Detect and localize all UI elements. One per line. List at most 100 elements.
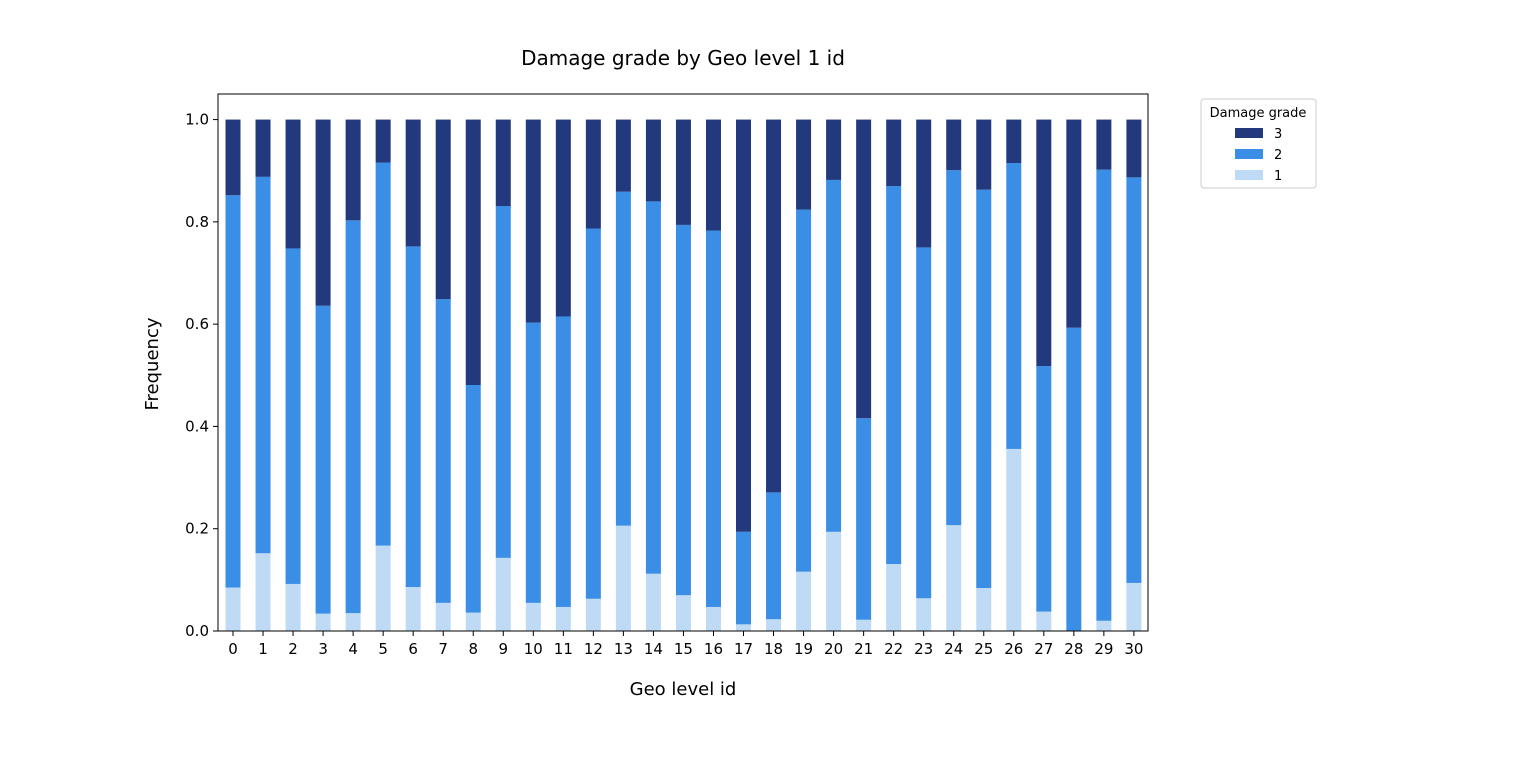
bar-geo-30-grade-3 bbox=[1126, 119, 1142, 178]
bar-geo-16-grade-3 bbox=[705, 119, 721, 231]
bar-geo-13-grade-1 bbox=[615, 525, 631, 631]
chart-title: Damage grade by Geo level 1 id bbox=[521, 46, 845, 70]
bar-geo-17-grade-2 bbox=[736, 531, 752, 625]
bar-geo-25-grade-1 bbox=[976, 588, 992, 631]
y-axis-label: Frequency bbox=[142, 317, 163, 410]
bar-geo-5-grade-2 bbox=[375, 162, 391, 546]
x-tick-label: 25 bbox=[974, 640, 993, 658]
bar-geo-29-grade-1 bbox=[1096, 620, 1112, 631]
bar-geo-18-grade-2 bbox=[766, 492, 782, 620]
bar-geo-7-grade-1 bbox=[435, 602, 451, 631]
legend: Damage grade 3 2 1 bbox=[1200, 98, 1317, 189]
y-tick-label: 0.0 bbox=[185, 622, 209, 640]
y-tick-label: 1.0 bbox=[185, 111, 209, 129]
x-tick-label: 8 bbox=[468, 640, 478, 658]
x-tick-label: 7 bbox=[438, 640, 448, 658]
bar-geo-28-grade-2 bbox=[1066, 327, 1082, 631]
x-tick-label: 5 bbox=[378, 640, 388, 658]
bar-geo-25-grade-3 bbox=[976, 119, 992, 190]
bar-geo-8-grade-3 bbox=[465, 119, 481, 385]
legend-label-1: 1 bbox=[1274, 169, 1282, 184]
bar-geo-14-grade-1 bbox=[645, 573, 661, 631]
bar-geo-26-grade-3 bbox=[1006, 119, 1022, 164]
bar-geo-10-grade-1 bbox=[525, 602, 541, 631]
bar-geo-23-grade-1 bbox=[916, 598, 932, 631]
bars-group bbox=[225, 119, 1142, 631]
x-tick-label: 18 bbox=[764, 640, 783, 658]
bar-geo-0-grade-1 bbox=[225, 587, 241, 631]
bar-geo-20-grade-2 bbox=[826, 179, 842, 532]
x-tick-label: 24 bbox=[944, 640, 963, 658]
x-axis: 0 1 2 3 4 5 6 7 8 9 10 11 12 13 14 15 16 17 18 19 20 21 22 23 24… bbox=[228, 631, 1143, 658]
bar-geo-12-grade-2 bbox=[585, 228, 601, 599]
bar-geo-4-grade-2 bbox=[345, 220, 361, 614]
legend-swatch-1 bbox=[1235, 170, 1263, 180]
x-tick-label: 15 bbox=[674, 640, 693, 658]
x-tick-label: 4 bbox=[348, 640, 358, 658]
bar-geo-21-grade-2 bbox=[856, 418, 872, 620]
bar-geo-14-grade-3 bbox=[645, 119, 661, 202]
bar-geo-19-grade-2 bbox=[796, 209, 812, 572]
x-tick-label: 14 bbox=[644, 640, 663, 658]
bar-geo-6-grade-1 bbox=[405, 587, 421, 631]
bar-geo-11-grade-3 bbox=[555, 119, 571, 317]
bar-geo-18-grade-1 bbox=[766, 619, 782, 631]
bar-geo-13-grade-2 bbox=[615, 191, 631, 526]
bar-geo-0-grade-3 bbox=[225, 119, 241, 196]
bar-geo-2-grade-3 bbox=[285, 119, 301, 249]
bar-geo-17-grade-3 bbox=[736, 119, 752, 532]
bar-geo-20-grade-3 bbox=[826, 119, 842, 180]
y-tick-label: 0.2 bbox=[185, 520, 209, 538]
bar-geo-14-grade-2 bbox=[645, 201, 661, 574]
bar-geo-25-grade-2 bbox=[976, 189, 992, 589]
y-tick-label: 0.8 bbox=[185, 213, 209, 231]
bar-geo-28-grade-3 bbox=[1066, 119, 1082, 328]
x-tick-label: 22 bbox=[884, 640, 903, 658]
bar-geo-27-grade-1 bbox=[1036, 611, 1052, 631]
x-tick-label: 3 bbox=[318, 640, 328, 658]
x-tick-label: 10 bbox=[524, 640, 543, 658]
bar-geo-7-grade-3 bbox=[435, 119, 451, 300]
bar-geo-4-grade-1 bbox=[345, 613, 361, 631]
legend-label-3: 3 bbox=[1274, 127, 1282, 142]
bar-geo-27-grade-3 bbox=[1036, 119, 1052, 367]
bar-geo-15-grade-2 bbox=[675, 224, 691, 596]
bar-geo-30-grade-1 bbox=[1126, 582, 1142, 631]
x-tick-label: 6 bbox=[408, 640, 418, 658]
x-tick-label: 17 bbox=[734, 640, 753, 658]
bar-geo-10-grade-3 bbox=[525, 119, 541, 323]
bar-geo-9-grade-2 bbox=[495, 206, 511, 558]
legend-frame bbox=[1200, 98, 1317, 189]
bar-geo-26-grade-1 bbox=[1006, 448, 1022, 631]
x-tick-label: 9 bbox=[498, 640, 508, 658]
bar-geo-20-grade-1 bbox=[826, 531, 842, 631]
bar-geo-24-grade-3 bbox=[946, 119, 962, 171]
x-tick-label: 1 bbox=[258, 640, 268, 658]
x-tick-label: 29 bbox=[1094, 640, 1113, 658]
bar-geo-19-grade-3 bbox=[796, 119, 812, 210]
x-tick-label: 21 bbox=[854, 640, 873, 658]
legend-swatch-3 bbox=[1235, 128, 1263, 138]
bar-geo-9-grade-1 bbox=[495, 557, 511, 631]
x-tick-label: 2 bbox=[288, 640, 298, 658]
bar-geo-22-grade-2 bbox=[886, 186, 902, 565]
bar-geo-23-grade-2 bbox=[916, 247, 932, 599]
bar-geo-3-grade-3 bbox=[315, 119, 331, 306]
legend-title: Damage grade bbox=[1210, 106, 1307, 121]
bar-geo-18-grade-3 bbox=[766, 119, 782, 493]
bar-geo-15-grade-3 bbox=[675, 119, 691, 225]
x-tick-label: 19 bbox=[794, 640, 813, 658]
bar-geo-16-grade-2 bbox=[705, 230, 721, 607]
bar-geo-29-grade-2 bbox=[1096, 169, 1112, 621]
bar-geo-16-grade-1 bbox=[705, 606, 721, 631]
x-tick-label: 27 bbox=[1034, 640, 1053, 658]
bar-geo-8-grade-1 bbox=[465, 612, 481, 631]
bar-geo-12-grade-3 bbox=[585, 119, 601, 229]
bar-geo-9-grade-3 bbox=[495, 119, 511, 206]
x-tick-label: 30 bbox=[1124, 640, 1143, 658]
y-tick-label: 0.6 bbox=[185, 315, 209, 333]
x-tick-label: 28 bbox=[1064, 640, 1083, 658]
bar-geo-23-grade-3 bbox=[916, 119, 932, 248]
